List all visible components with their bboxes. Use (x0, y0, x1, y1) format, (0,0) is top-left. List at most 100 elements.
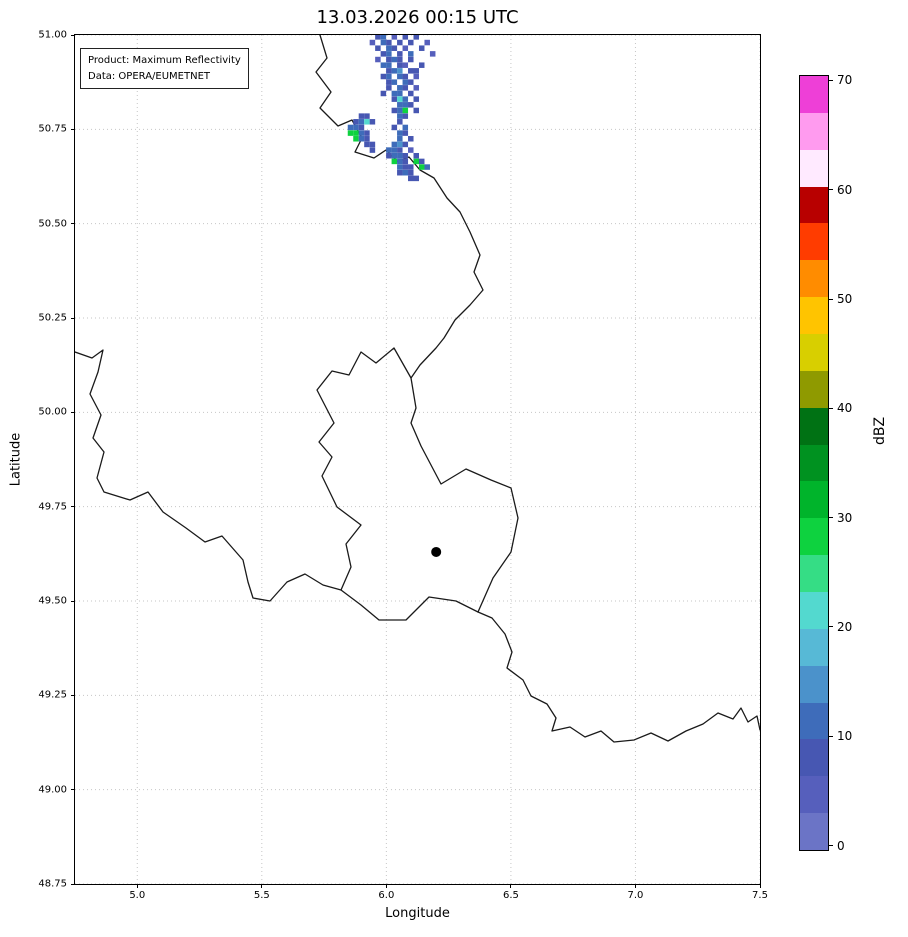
colorbar-band (800, 407, 828, 445)
x-tick-label: 7.0 (627, 890, 644, 901)
radar-cell (402, 34, 409, 40)
colorbar-tick-mark (829, 298, 833, 300)
radar-cell (386, 68, 392, 74)
y-tick-label: 50.75 (38, 123, 67, 135)
radar-cell (408, 68, 414, 74)
legend-source-line: Data: OPERA/EUMETNET (88, 70, 210, 82)
radar-cell (386, 45, 392, 51)
radar-cell (358, 124, 365, 131)
y-tick-mark (71, 694, 75, 696)
y-tick-label: 49.25 (38, 689, 67, 701)
radar-cell (364, 130, 370, 136)
x-tick-mark (634, 884, 636, 888)
colorbar-tick-mark (829, 517, 833, 519)
radar-cell (375, 34, 381, 40)
radar-cell (353, 124, 359, 131)
radar-cell (386, 147, 392, 153)
x-tick-mark (136, 884, 138, 888)
colorbar-band (800, 297, 828, 335)
x-tick-label: 6.5 (502, 890, 519, 901)
radar-cell (397, 102, 403, 108)
radar-cell (397, 96, 403, 102)
radar-cell (402, 130, 409, 136)
colorbar-band (800, 260, 828, 298)
radar-cell (391, 107, 398, 114)
x-tick-label: 7.5 (752, 890, 768, 901)
radar-cell (353, 119, 359, 125)
colorbar-tick-label: 10 (837, 729, 853, 744)
colorbar-band (800, 149, 828, 187)
radar-cell (397, 152, 403, 159)
colorbar-band (800, 555, 828, 593)
border-france-west (74, 349, 342, 602)
radar-cell (408, 169, 414, 176)
radar-cell (391, 45, 398, 51)
radar-cell (402, 45, 409, 51)
radar-cell (408, 56, 414, 63)
radar-cell (408, 164, 414, 170)
y-tick-mark (71, 506, 75, 508)
radar-cell (402, 164, 409, 170)
colorbar-band (800, 702, 828, 740)
radar-cell (364, 136, 370, 142)
x-tick-label: 6.0 (378, 890, 395, 901)
radar-cell (397, 158, 403, 165)
colorbar-band (800, 518, 828, 556)
radar-cell (358, 130, 365, 136)
radar-cell (391, 34, 398, 40)
colorbar-tick-mark (829, 407, 833, 409)
y-tick-mark (71, 317, 75, 319)
radar-cell (402, 152, 409, 159)
radar-cell (391, 79, 398, 85)
colorbar-band (800, 444, 828, 482)
colorbar-band (800, 739, 828, 777)
radar-cell (353, 130, 359, 136)
radar-cell (402, 96, 409, 102)
radar-cell (391, 141, 398, 148)
radar-cell (408, 102, 414, 108)
radar-cell (397, 90, 403, 97)
y-tick-label: 50.00 (38, 406, 67, 418)
radar-cell (347, 130, 354, 136)
radar-cell (429, 51, 436, 57)
radar-cell (408, 175, 414, 182)
radar-cell (391, 56, 398, 63)
legend-box: Product: Maximum Reflectivity Data: OPER… (80, 48, 249, 89)
radar-cell (402, 169, 409, 176)
radar-cell (418, 45, 425, 51)
radar-cell (402, 107, 409, 114)
radar-cell (402, 113, 409, 119)
radar-cell (402, 141, 409, 148)
radar-cell (386, 39, 392, 46)
y-tick-mark (71, 883, 75, 885)
radar-cell (386, 56, 392, 63)
radar-cell (369, 141, 376, 148)
colorbar-tick-label: 0 (837, 838, 845, 853)
map-plot-area: Product: Maximum Reflectivity Data: OPER… (74, 34, 761, 885)
radar-cell (397, 113, 403, 119)
radar-cell (397, 136, 403, 142)
colorbar-tick-label: 60 (837, 182, 853, 197)
radar-site-marker (431, 546, 442, 557)
plot-title: 13.03.2026 00:15 UTC (316, 7, 519, 28)
colorbar-tick-label: 50 (837, 292, 853, 307)
radar-cell (413, 96, 420, 102)
radar-cell (402, 124, 409, 131)
radar-cell (380, 51, 387, 57)
radar-cell (397, 73, 403, 80)
radar-cell (391, 158, 398, 165)
radar-cell (413, 85, 420, 91)
border-france-east (477, 611, 761, 743)
y-tick-label: 49.75 (38, 501, 67, 513)
radar-cell (397, 62, 403, 68)
radar-cell (391, 96, 398, 102)
colorbar-band (800, 186, 828, 224)
radar-cell (402, 73, 409, 80)
radar-cell (408, 39, 414, 46)
radar-cell (402, 79, 409, 85)
x-tick-mark (261, 884, 263, 888)
colorbar-tick-mark (829, 626, 833, 628)
colorbar-label: dBZ (872, 416, 888, 446)
colorbar-tick-mark (829, 79, 833, 81)
